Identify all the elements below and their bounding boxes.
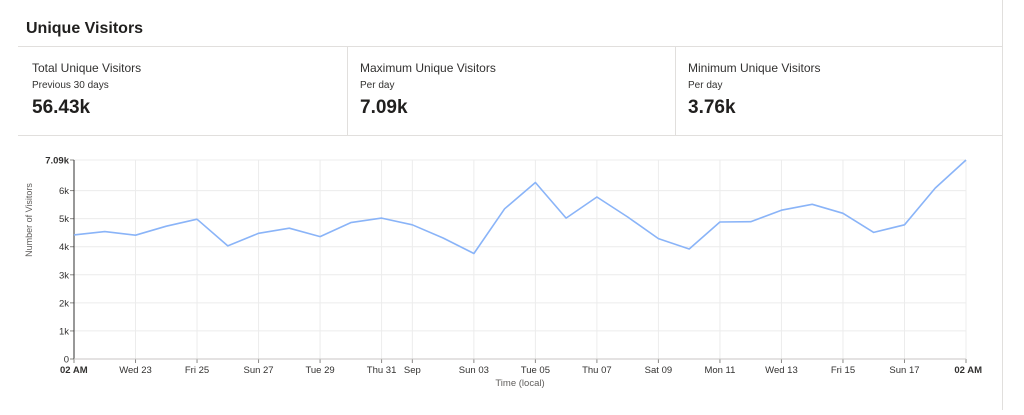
panel-title: Unique Visitors <box>26 20 144 37</box>
chart-svg: 0 1k 2k 3k 4k 5k 6k 7.09k 02 AM Wed 23 Fri 25 Sun 2… <box>24 156 982 390</box>
stat-value: 7.09k <box>360 97 408 118</box>
y-tick-label: 1k <box>59 326 69 337</box>
x-tick-label: Sun 17 <box>889 365 919 376</box>
visitors-series-line <box>73 159 967 255</box>
stat-min-visitors: Minimum Unique Visitors Per day 3.76k <box>675 47 1003 135</box>
y-tick-label: 3k <box>59 270 69 281</box>
y-tick-label: 6k <box>59 186 69 197</box>
stat-value: 56.43k <box>32 97 91 118</box>
x-tick-label: Sat 09 <box>645 365 672 376</box>
x-tick-label: Mon 11 <box>704 365 735 376</box>
stat-label: Maximum Unique Visitors <box>360 61 496 75</box>
x-axis-title: Time (local) <box>495 378 544 389</box>
stat-label: Total Unique Visitors <box>32 61 142 75</box>
x-tick-label: Fri 25 <box>185 365 209 376</box>
stat-sublabel: Per day <box>360 80 395 91</box>
axis-layer: 0 1k 2k 3k 4k 5k 6k 7.09k 02 AM Wed 23 Fri 25 Sun 2… <box>45 156 982 377</box>
x-tick-label: Thu 31 <box>367 365 397 376</box>
y-tick-label: 0 <box>64 355 69 366</box>
x-tick-label: Tue 05 <box>521 365 550 376</box>
stats-row: Total Unique Visitors Previous 30 days 5… <box>18 46 1003 136</box>
grid-layer <box>70 159 967 363</box>
y-tick-label: 2k <box>59 298 69 309</box>
x-tick-label: Sun 27 <box>243 365 273 376</box>
x-tick-label: 02 AM <box>60 365 88 376</box>
x-tick-label: Wed 23 <box>119 365 152 376</box>
stat-sublabel: Previous 30 days <box>32 80 109 91</box>
stat-label: Minimum Unique Visitors <box>688 61 821 75</box>
x-tick-label: Tue 29 <box>305 365 334 376</box>
x-tick-label: Wed 13 <box>765 365 798 376</box>
x-tick-label: Fri 15 <box>831 365 855 376</box>
y-tick-label: 7.09k <box>45 156 69 167</box>
x-tick-label: Sep <box>404 365 421 376</box>
x-tick-label: Thu 07 <box>582 365 612 376</box>
stat-total-visitors: Total Unique Visitors Previous 30 days 5… <box>18 47 347 135</box>
stat-value: 3.76k <box>688 97 736 118</box>
x-tick-label: Sun 03 <box>459 365 489 376</box>
y-tick-label: 5k <box>59 214 69 225</box>
stat-sublabel: Per day <box>688 80 723 91</box>
visitors-line-chart[interactable]: 0 1k 2k 3k 4k 5k 6k 7.09k 02 AM Wed 23 Fri 25 Sun 2… <box>0 140 1003 410</box>
series-layer <box>73 159 967 255</box>
y-axis-title: Number of Visitors <box>24 183 34 257</box>
y-tick-label: 4k <box>59 242 69 253</box>
stat-max-visitors: Maximum Unique Visitors Per day 7.09k <box>347 47 675 135</box>
unique-visitors-panel: Unique Visitors Total Unique Visitors Pr… <box>0 0 1003 410</box>
x-tick-label: 02 AM <box>954 365 982 376</box>
